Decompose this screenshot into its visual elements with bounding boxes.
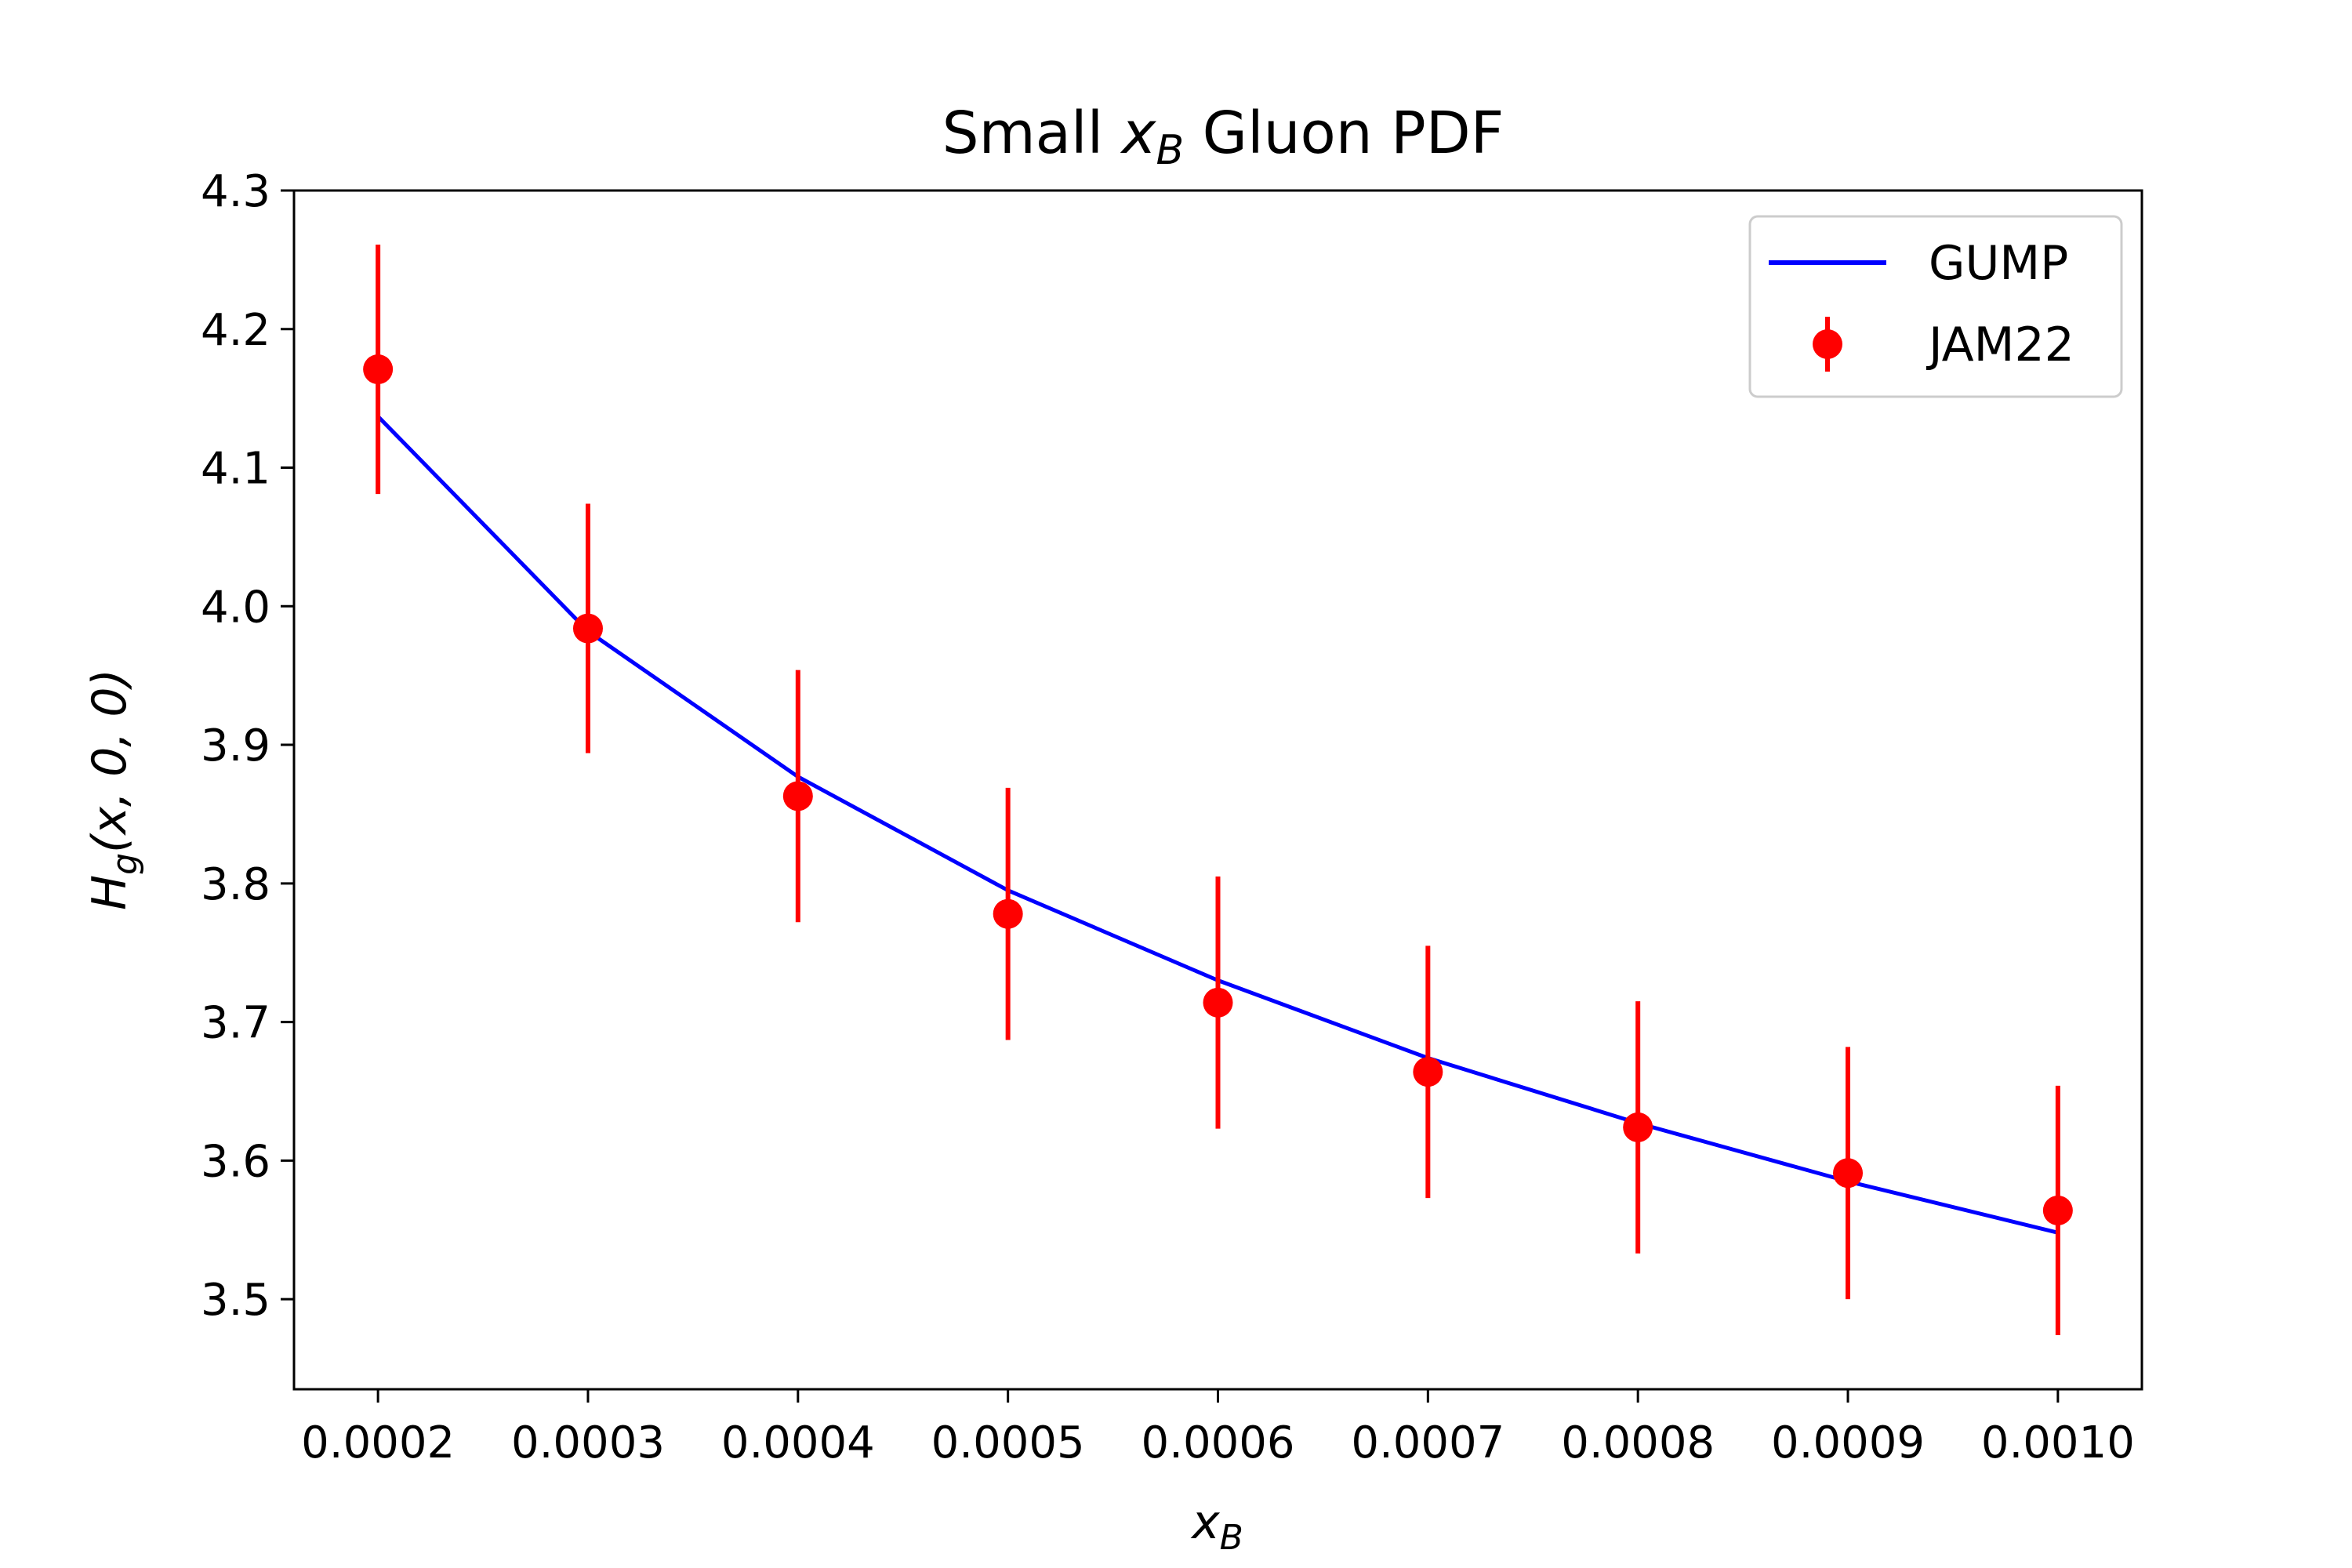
x-tick-label: 0.0007 xyxy=(1351,1417,1504,1468)
x-tick-label: 0.0008 xyxy=(1561,1417,1715,1468)
jam22-point xyxy=(1623,1112,1653,1142)
legend: GUMP JAM22 xyxy=(1748,215,2123,398)
legend-gump-label: GUMP xyxy=(1929,236,2068,291)
x-tick-label: 0.0005 xyxy=(931,1417,1085,1468)
series-jam22 xyxy=(363,244,2073,1336)
jam22-point xyxy=(1413,1057,1443,1087)
y-tick-label: 4.3 xyxy=(201,166,270,217)
x-tick-label: 0.0004 xyxy=(721,1417,875,1468)
jam22-point xyxy=(993,898,1023,929)
y-tick-label: 4.0 xyxy=(201,582,270,633)
jam22-point xyxy=(363,354,394,385)
legend-jam22-marker xyxy=(1813,329,1842,359)
y-axis-label: Hg(x, 0, 0) xyxy=(82,669,145,910)
y-tick-label: 3.8 xyxy=(201,859,270,910)
x-tick-label: 0.0003 xyxy=(511,1417,665,1468)
jam22-point xyxy=(1833,1158,1864,1189)
y-tick-label: 3.7 xyxy=(201,998,270,1049)
y-tick-label: 4.2 xyxy=(201,305,270,356)
jam22-point xyxy=(1203,987,1233,1018)
plot-frame xyxy=(292,189,2143,1391)
x-tick-label: 0.0009 xyxy=(1771,1417,1925,1468)
y-tick-label: 3.9 xyxy=(201,720,270,771)
jam22-point xyxy=(782,781,813,811)
y-tick-label: 3.5 xyxy=(201,1275,270,1326)
chart-title: Small xB Gluon PDF xyxy=(942,100,1504,174)
y-axis-ticks: 3.5 3.6 3.7 3.8 3.9 4.0 4.1 4.2 4.3 xyxy=(201,166,294,1326)
y-tick-label: 4.1 xyxy=(201,444,270,495)
jam22-point xyxy=(2042,1195,2073,1225)
x-tick-label: 0.0010 xyxy=(1981,1417,2135,1468)
jam22-point xyxy=(572,613,603,644)
x-tick-label: 0.0002 xyxy=(301,1417,455,1468)
x-tick-label: 0.0006 xyxy=(1142,1417,1295,1468)
x-axis-ticks: 0.0002 0.0003 0.0004 0.0005 0.0006 0.0007 0.00… xyxy=(301,1389,2135,1468)
y-tick-label: 3.6 xyxy=(201,1136,270,1187)
x-axis-label: xB xyxy=(1190,1495,1243,1558)
legend-jam22-label: JAM22 xyxy=(1926,318,2074,372)
